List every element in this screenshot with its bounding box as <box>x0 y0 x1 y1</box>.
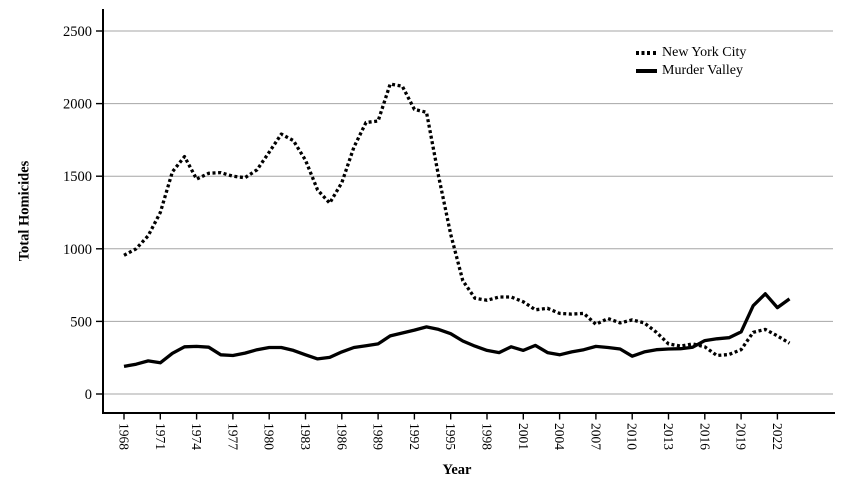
y-tick-label: 0 <box>85 387 92 403</box>
x-axis-title: Year <box>442 462 472 478</box>
legend: New York City Murder Valley <box>636 44 746 80</box>
x-tick-label: 1998 <box>480 423 495 450</box>
series-line-murder-valley <box>123 292 791 369</box>
legend-row-murder-valley: Murder Valley <box>636 62 746 80</box>
x-tick-label: 1995 <box>443 423 458 450</box>
legend-row-new-york-city: New York City <box>636 44 746 62</box>
x-tick-label: 2013 <box>661 423 676 450</box>
x-tick-label: 1974 <box>189 423 204 450</box>
x-tick-label: 2016 <box>697 423 712 450</box>
x-tick-label: 1983 <box>298 423 313 450</box>
dotted-line-swatch <box>636 51 657 55</box>
x-tick-label: 2010 <box>625 423 640 450</box>
x-tick-label: 1968 <box>117 423 132 450</box>
x-tick-label: 1977 <box>225 423 240 450</box>
solid-line-swatch <box>636 69 657 73</box>
y-tick-label: 1000 <box>63 242 92 258</box>
x-tick-label: 1986 <box>334 423 349 450</box>
y-axis-title: Total Homicides <box>16 160 33 262</box>
y-tick-label: 2000 <box>63 97 92 113</box>
y-tick-label: 2500 <box>63 24 92 40</box>
x-tick-label: 1992 <box>407 423 422 450</box>
x-tick-label: 2004 <box>552 423 567 450</box>
x-tick-label: 2022 <box>770 423 785 450</box>
series-line-new-york-city <box>123 82 791 358</box>
legend-label-murder-valley: Murder Valley <box>662 63 743 78</box>
y-tick-label: 500 <box>70 314 92 330</box>
x-tick-label: 1980 <box>262 423 277 450</box>
x-tick-label: 2001 <box>516 423 531 450</box>
x-tick-label: 2007 <box>588 423 603 450</box>
x-tick-label: 2019 <box>734 423 749 450</box>
x-tick-label: 1989 <box>371 423 386 450</box>
y-tick-label: 1500 <box>63 169 92 185</box>
legend-label-new-york-city: New York City <box>662 45 747 60</box>
x-tick-label: 1971 <box>153 423 168 450</box>
